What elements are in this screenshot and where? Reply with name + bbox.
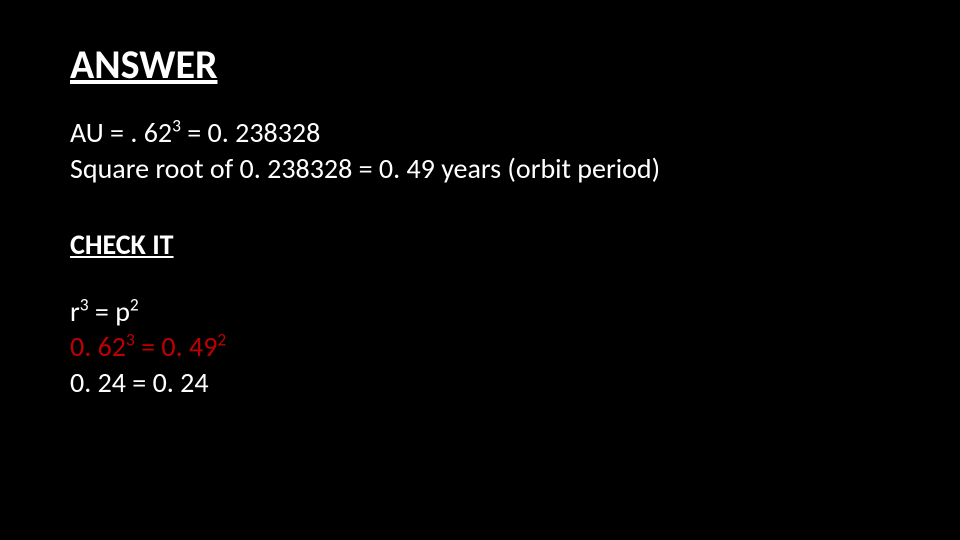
check-line-2-b-base: 0. 49	[161, 329, 217, 364]
check-line-3-text: 0. 24 = 0. 24	[70, 365, 209, 400]
check-line-3: 0. 24 = 0. 24	[70, 365, 900, 401]
answer-heading: ANSWER	[70, 40, 900, 89]
check-heading: CHECK IT	[70, 227, 900, 262]
check-block: r3 = p2 0. 623 = 0. 492 0. 24 = 0. 24	[70, 294, 900, 401]
answer-line-1: AU = . 623 = 0. 238328	[70, 115, 900, 151]
check-line-2-a-base: 0. 62	[70, 329, 126, 364]
answer-heading-text: ANSWER	[70, 40, 217, 89]
check-heading-text: CHECK IT	[70, 227, 174, 262]
answer-line-2-text: Square root of 0. 238328 = 0. 49 years (…	[70, 151, 660, 186]
check-line-1-eq: =	[89, 294, 116, 329]
check-line-2-eq: =	[135, 329, 162, 364]
check-line-1: r3 = p2	[70, 294, 900, 330]
answer-block: AU = . 623 = 0. 238328 Square root of 0.…	[70, 115, 900, 187]
answer-line-2: Square root of 0. 238328 = 0. 49 years (…	[70, 151, 900, 187]
check-line-1-a-exp: 3	[80, 293, 89, 315]
check-line-1-b-exp: 2	[130, 293, 139, 315]
answer-line-1-post: = 0. 238328	[181, 115, 320, 150]
check-line-1-a-base: r	[70, 294, 80, 329]
answer-line-1-exp: 3	[172, 115, 181, 137]
check-line-2: 0. 623 = 0. 492	[70, 329, 900, 365]
check-line-2-a-exp: 3	[126, 329, 135, 351]
check-line-2-b-exp: 2	[217, 329, 226, 351]
answer-line-1-pre: AU = . 62	[70, 115, 172, 150]
slide-root: ANSWER AU = . 623 = 0. 238328 Square roo…	[0, 0, 960, 540]
check-line-1-b-base: p	[115, 294, 130, 329]
